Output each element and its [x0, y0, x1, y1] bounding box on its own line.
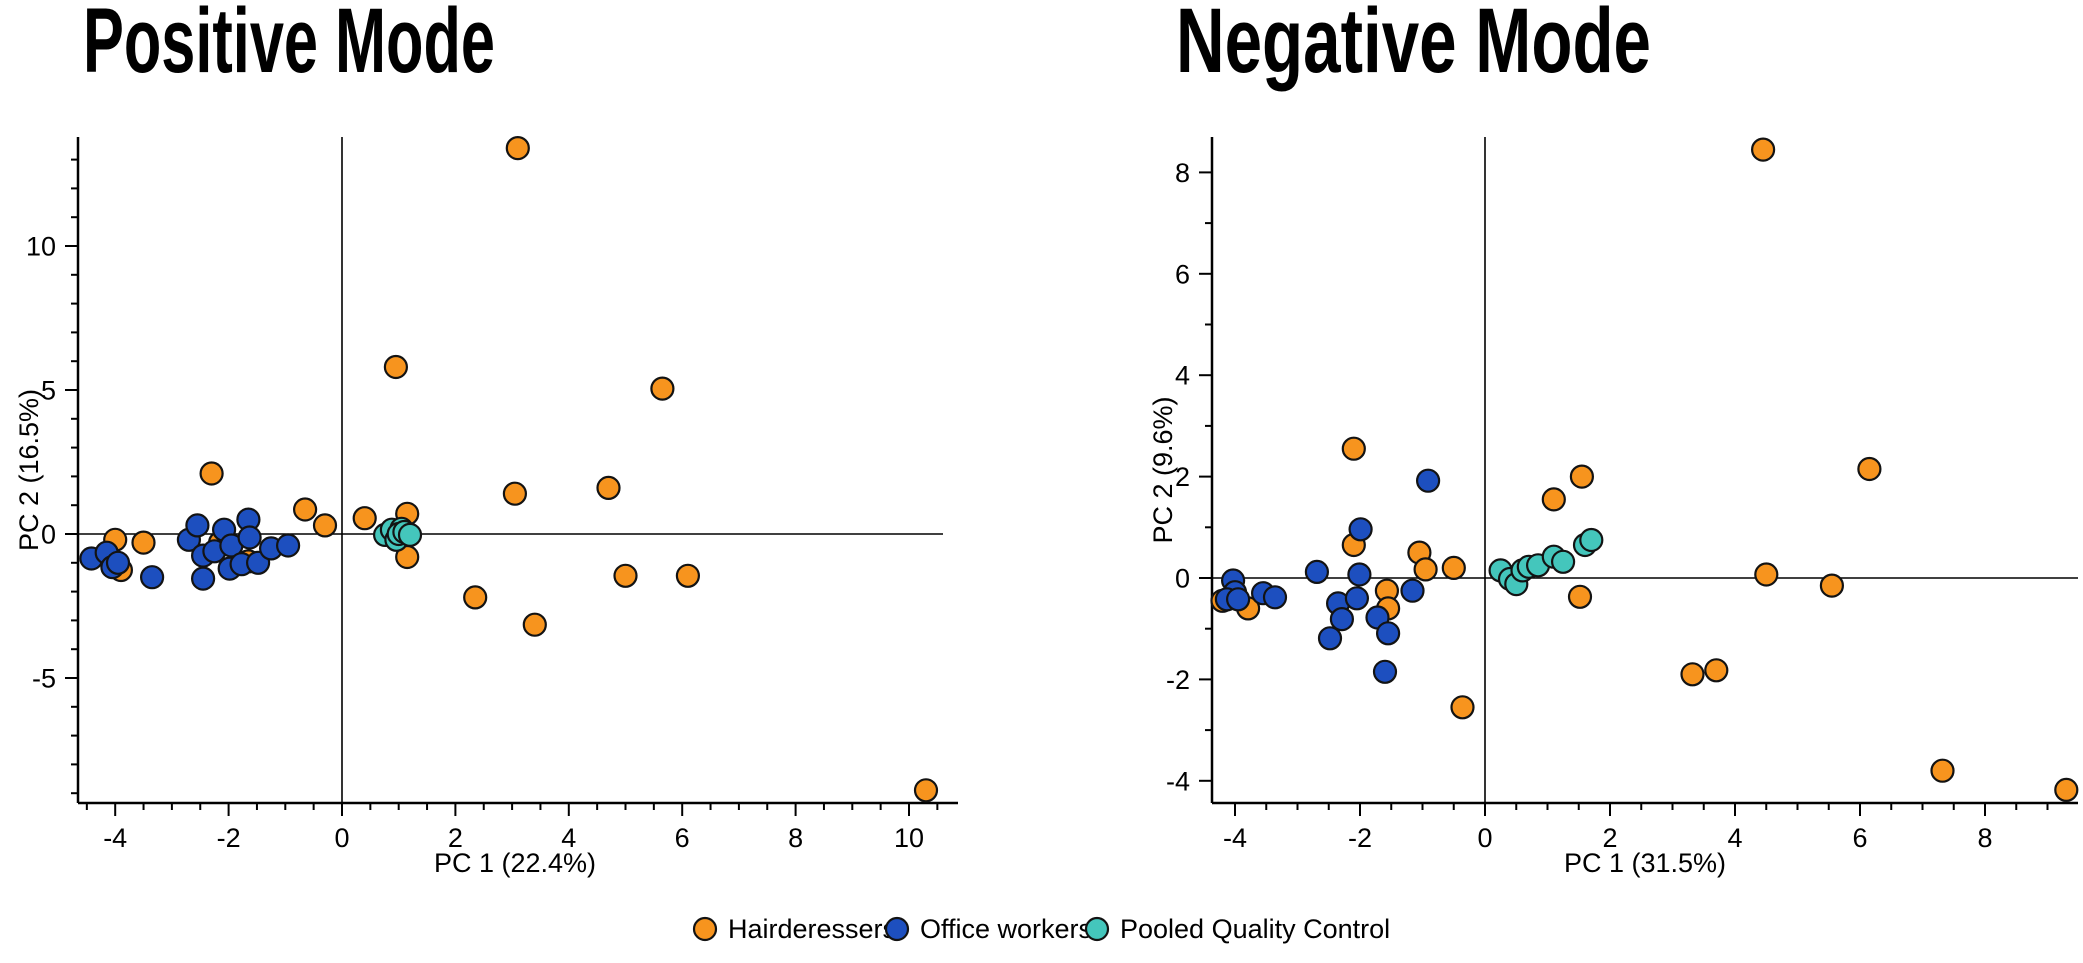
legend: Hairderessers Office workers Pooled Qual… [692, 914, 1390, 944]
data-point [1344, 586, 1370, 611]
data-point [140, 565, 165, 590]
data-point [312, 513, 338, 538]
data-point [1750, 137, 1776, 162]
data-point [293, 497, 318, 522]
data-point [1550, 549, 1576, 574]
data-point [1441, 555, 1466, 581]
x-tick-label: 8 [788, 823, 803, 853]
data-point [276, 533, 301, 558]
y-tick-label: 8 [1175, 158, 1190, 188]
data-point [1348, 517, 1373, 542]
y-tick-label: 6 [1175, 259, 1190, 289]
data-point [1372, 659, 1398, 684]
x-tick-label: 4 [561, 823, 576, 853]
data-point [383, 354, 408, 380]
x-tick-label: -4 [1223, 823, 1247, 853]
data-point [505, 136, 530, 161]
x-tick-label: 10 [894, 823, 924, 853]
data-point [613, 563, 638, 588]
data-point [675, 563, 701, 588]
x-tick-label: 4 [1727, 823, 1742, 853]
data-point [1680, 662, 1705, 687]
negative-mode-title: Negative Mode [1176, 0, 1651, 92]
data-point [1225, 587, 1251, 612]
data-point [1569, 464, 1595, 489]
y-tick-label: 4 [1175, 361, 1190, 391]
data-point [1415, 468, 1441, 493]
data-point [199, 461, 224, 486]
x-tick-label: 8 [1977, 823, 1992, 853]
data-point [1262, 585, 1288, 610]
data-point [1579, 527, 1604, 553]
data-point [1754, 562, 1779, 587]
data-point [1704, 658, 1729, 683]
data-point [352, 506, 377, 531]
x-tick-label: 2 [1602, 823, 1617, 853]
y-tick-label: 2 [1175, 462, 1190, 492]
x-tick-label: -2 [217, 823, 241, 853]
data-point [1930, 758, 1955, 783]
negative-mode-plot: -4 -2 0 2 4 6 8 -4 -2 0 2 4 6 8 [1166, 137, 2079, 853]
data-point [1567, 584, 1593, 609]
data-point [596, 475, 621, 500]
y-tick-label: 10 [26, 232, 56, 262]
data-point [1341, 436, 1366, 461]
data-point [397, 522, 423, 548]
data-point [522, 612, 547, 637]
x-tick-label: 6 [675, 823, 690, 853]
y-tick-label: 0 [1175, 564, 1190, 594]
data-point [1413, 557, 1438, 582]
data-point [131, 530, 156, 555]
data-point [1329, 606, 1355, 632]
x-tick-label: 0 [1477, 823, 1492, 853]
data-point [2054, 777, 2079, 803]
legend-marker-pooled-qc-icon [1084, 916, 1110, 942]
positive-y-axis-label: PC 2 (16.5%) [14, 389, 44, 551]
data-point [185, 513, 210, 538]
negative-y-axis-label: PC 2 (9.6%) [1148, 396, 1178, 543]
negative-x-axis-label: PC 1 (31.5%) [1564, 848, 1726, 878]
data-point [105, 550, 131, 575]
positive-mode-title: Positive Mode [83, 0, 495, 92]
data-point [650, 376, 675, 401]
x-tick-label: -4 [103, 823, 127, 853]
y-tick-label: 5 [41, 376, 56, 406]
data-point [913, 778, 939, 803]
legend-label-hairdressers: Hairderessers [728, 914, 896, 944]
x-tick-label: -2 [1348, 823, 1372, 853]
data-point [191, 566, 216, 591]
data-point [1347, 562, 1372, 587]
y-tick-label: 0 [41, 520, 56, 550]
data-point [1857, 456, 1882, 482]
x-tick-label: 0 [334, 823, 349, 853]
legend-marker-hairdressers-icon [692, 916, 718, 942]
y-tick-label: -2 [1166, 665, 1190, 695]
x-tick-label: 6 [1852, 823, 1867, 853]
data-point [1450, 695, 1475, 720]
data-point [1304, 559, 1330, 585]
data-point [502, 481, 528, 506]
x-tick-label: 2 [448, 823, 463, 853]
positive-x-axis-label: PC 1 (22.4%) [434, 848, 596, 878]
y-tick-label: -4 [1166, 766, 1190, 796]
y-tick-label: -5 [32, 664, 56, 694]
legend-label-office-workers: Office workers [920, 914, 1092, 944]
positive-mode-plot: -4 -2 0 2 4 6 8 10 -5 0 5 10 [26, 136, 958, 853]
legend-label-pooled-qc: Pooled Quality Control [1120, 914, 1390, 944]
data-point [1400, 578, 1425, 603]
data-point [1375, 621, 1401, 646]
data-point [237, 525, 262, 550]
data-point [1819, 573, 1845, 598]
data-point [1317, 626, 1343, 651]
legend-marker-office-workers-icon [884, 916, 910, 942]
data-point [1541, 487, 1566, 512]
data-point [463, 585, 488, 610]
